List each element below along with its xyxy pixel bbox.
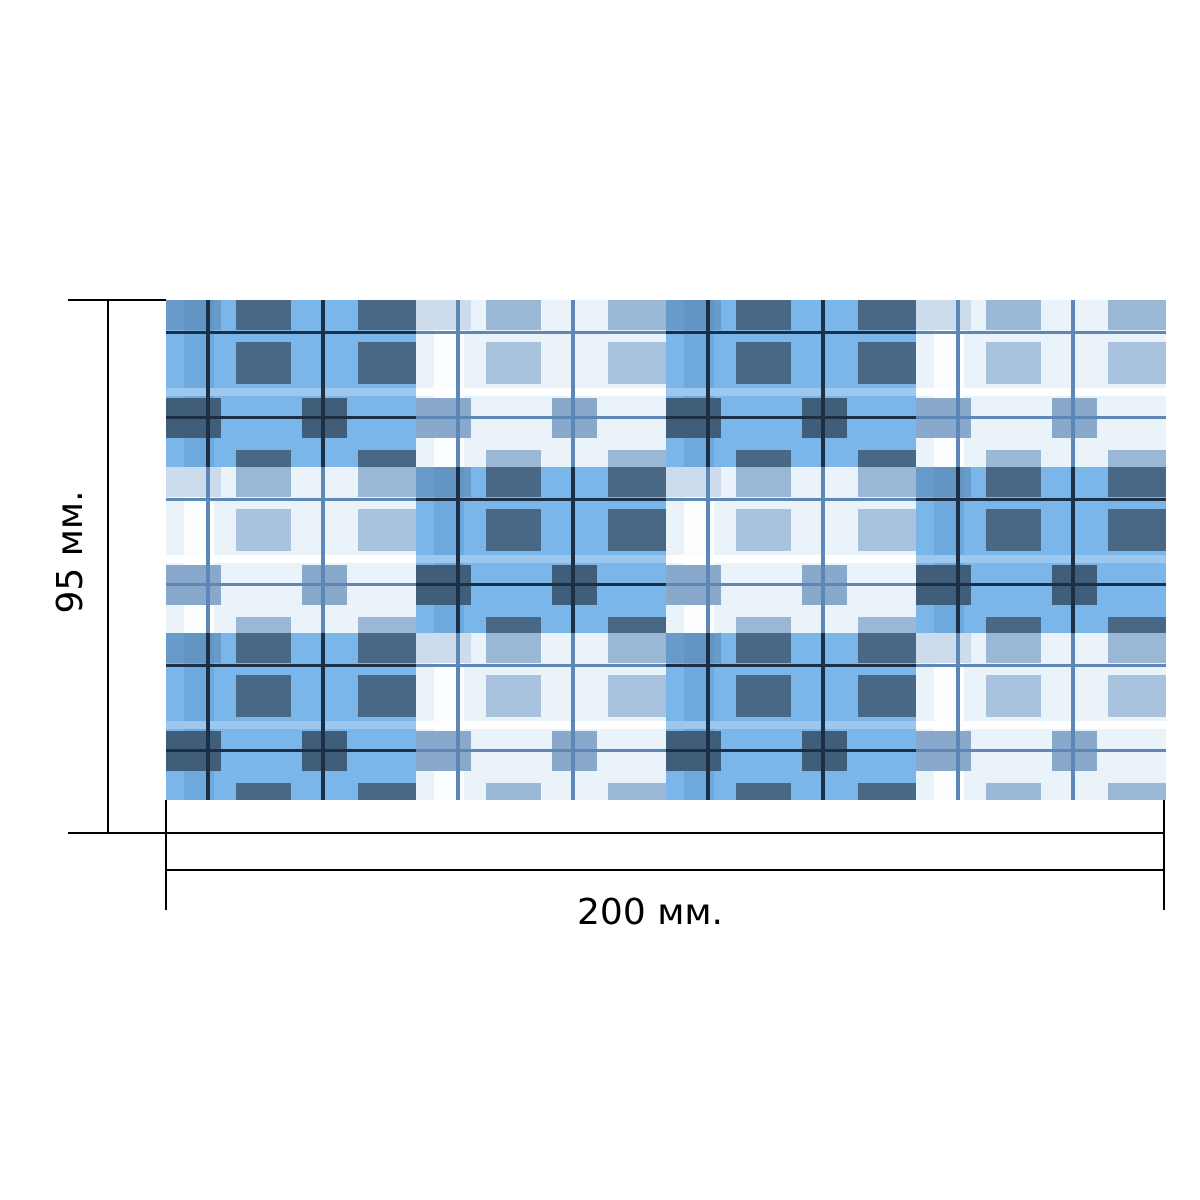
height-label: 95 мм. xyxy=(50,490,91,613)
plaid-pattern xyxy=(166,300,1166,800)
width-dimension: 200 мм. xyxy=(165,800,1165,933)
height-dimension: 95 мм. xyxy=(50,299,166,834)
width-label: 200 мм. xyxy=(577,892,723,933)
